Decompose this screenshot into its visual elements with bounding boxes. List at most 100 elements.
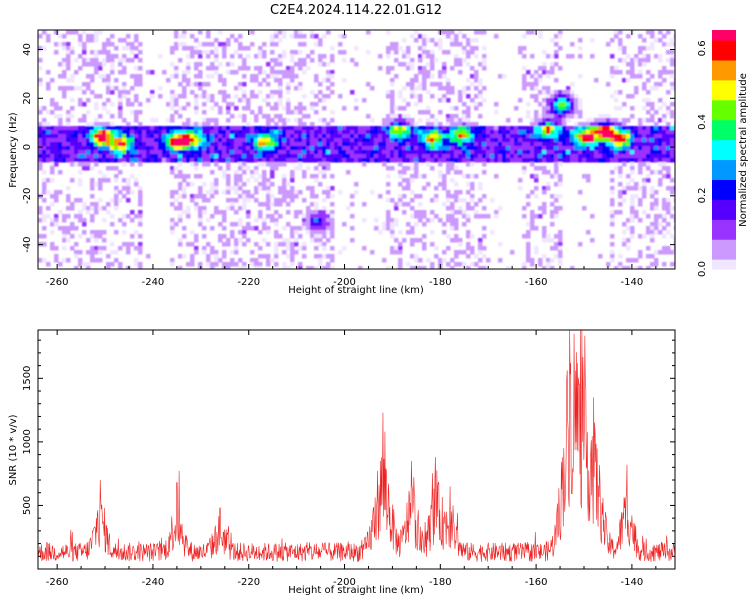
heatmap-cell [238,134,243,139]
heatmap-cell [610,234,615,239]
heatmap-cell [238,206,243,211]
heatmap-cell [190,126,195,131]
heatmap-cell [418,142,423,147]
heatmap-cell [650,118,655,123]
heatmap-cell [478,138,483,143]
heatmap-cell [446,114,451,119]
heatmap-cell [330,126,335,131]
heatmap-cell [622,266,627,269]
heatmap-cell [634,54,639,59]
colorbar-step [712,159,736,163]
heatmap-cell [130,146,135,151]
heatmap-cell [38,122,43,127]
heatmap-cell [246,214,251,219]
heatmap-cell [498,258,503,263]
heatmap-cell [134,142,139,147]
heatmap-cell [618,158,623,163]
heatmap-cell [430,66,435,71]
heatmap-cell [330,118,335,123]
heatmap-cell [122,38,127,43]
heatmap-cell [302,122,307,127]
colorbar-step [712,123,736,127]
heatmap-cell [426,118,431,123]
heatmap-cell [478,242,483,247]
heatmap-cell [422,142,427,147]
heatmap-cell [110,42,115,47]
heatmap-cell [530,226,535,231]
heatmap-cell [82,262,87,267]
heatmap-cell [570,90,575,95]
heatmap-cell [90,38,95,43]
colorbar-step [712,181,736,184]
heatmap-cell [198,146,203,151]
snr-x-tick-label: -200 [333,577,356,588]
heatmap-cell [526,250,531,255]
heatmap-cell [626,70,631,75]
heatmap-cell [370,126,375,131]
heatmap-cell [526,134,531,139]
heatmap-cell [242,158,247,163]
heatmap-cell [130,154,135,159]
heatmap-cell [322,134,327,139]
heatmap-cell [522,54,527,59]
heatmap-cell [538,146,543,151]
heatmap-cell [262,218,267,223]
heatmap-cell [386,90,391,95]
heatmap-cell [306,138,311,143]
heatmap-cell [442,66,447,71]
heatmap-cell [242,114,247,119]
heatmap-cell [578,38,583,43]
heatmap-cell [670,114,675,119]
heatmap-cell [62,126,67,131]
heatmap-cell [554,166,559,171]
heatmap-cell [594,122,599,127]
heatmap-cell [546,234,551,239]
heatmap-cell [454,138,459,143]
heatmap-cell [270,58,275,63]
heatmap-cell [102,146,107,151]
heatmap-cell [590,150,595,155]
heatmap-cell [630,62,635,67]
heatmap-cell [538,34,543,39]
heatmap-cell [182,142,187,147]
heatmap-cell [430,82,435,87]
heatmap-cell [234,106,239,111]
heatmap-cell [494,214,499,219]
heatmap-cell [462,158,467,163]
heatmap-cell [234,262,239,267]
heatmap-cell [478,158,483,163]
heatmap-cell [86,250,91,255]
heatmap-cell [562,122,567,127]
heatmap-cell [482,98,487,103]
heatmap-cell [362,134,367,139]
heatmap-cell [498,130,503,135]
heatmap-cell [58,122,63,127]
heatmap-cell [190,182,195,187]
heatmap-cell [434,146,439,151]
heatmap-cell [230,142,235,147]
heatmap-cell [194,94,199,99]
heatmap-cell [450,42,455,47]
heatmap-cell [270,42,275,47]
heatmap-cell [622,198,627,203]
heatmap-cell [46,158,51,163]
heatmap-cell [126,146,131,151]
heatmap-cell [230,62,235,67]
heatmap-cell [322,98,327,103]
heatmap-cell [478,78,483,83]
heatmap-cell [478,82,483,87]
heatmap-cell [178,238,183,243]
heatmap-cell [554,54,559,59]
heatmap-cell [194,162,199,167]
heatmap-cell [562,110,567,115]
heatmap-cell [654,198,659,203]
heatmap-cell [310,194,315,199]
heatmap-cell [670,70,675,75]
heatmap-cell [54,154,59,159]
heatmap-cell [254,198,259,203]
heatmap-cell [234,190,239,195]
heatmap-cell [434,194,439,199]
heatmap-cell [358,142,363,147]
heatmap-cell [530,54,535,59]
heatmap-cell [178,254,183,259]
